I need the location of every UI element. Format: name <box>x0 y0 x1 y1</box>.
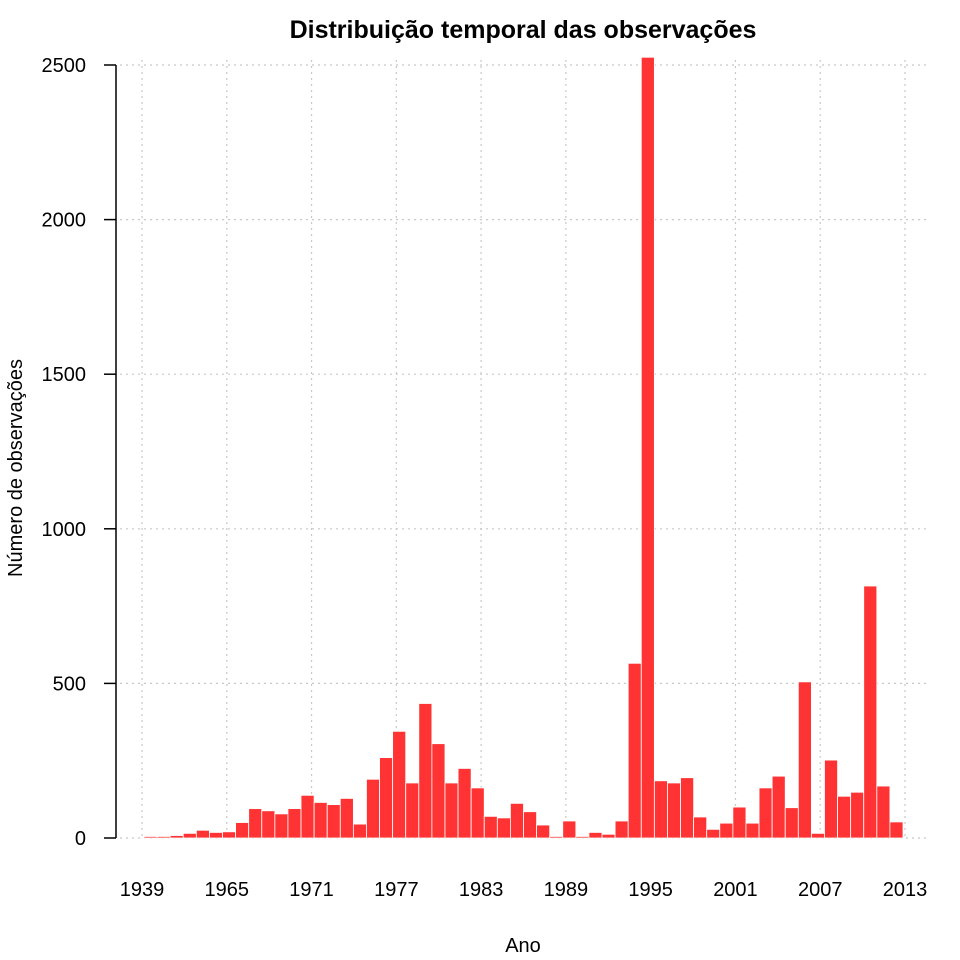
bar <box>379 757 394 839</box>
x-axis: 1939 1965 1971 1977 1983 1989 1995 2001 2007 2013 <box>120 879 928 901</box>
bar <box>797 681 812 839</box>
bar <box>274 813 289 839</box>
bar <box>352 823 367 839</box>
x-tick-label: 1989 <box>544 879 589 901</box>
bar <box>405 782 420 839</box>
bar <box>680 777 695 839</box>
bar <box>588 832 603 839</box>
bar <box>339 798 354 839</box>
bar <box>523 811 537 839</box>
bar <box>653 780 668 839</box>
bars <box>143 56 904 839</box>
bar <box>209 832 223 839</box>
x-tick-label: 1971 <box>289 879 334 901</box>
x-tick-label: 1983 <box>459 879 504 901</box>
bar <box>745 822 760 839</box>
x-tick-label: 2013 <box>883 879 928 901</box>
bar <box>667 782 681 839</box>
bar <box>876 785 891 839</box>
bar <box>837 795 852 839</box>
bar <box>536 824 551 839</box>
x-tick-label: 1939 <box>120 879 165 901</box>
bar <box>732 806 747 839</box>
y-tick-label: 2500 <box>42 55 87 77</box>
bar <box>195 829 210 839</box>
bar <box>143 836 158 839</box>
x-tick-label: 2001 <box>713 879 758 901</box>
x-tick-label: 1977 <box>374 879 419 901</box>
bar <box>457 768 472 839</box>
x-tick-label: 1995 <box>628 879 673 901</box>
bar <box>549 836 564 839</box>
bar <box>758 787 773 839</box>
bar <box>326 804 341 839</box>
bar <box>313 802 328 839</box>
x-tick-label: 2007 <box>798 879 843 901</box>
bar <box>719 822 734 839</box>
bar <box>640 56 655 839</box>
bar <box>614 820 629 839</box>
bar <box>366 778 380 839</box>
bar <box>431 743 446 839</box>
bar <box>850 791 865 839</box>
bar <box>261 810 276 839</box>
bar <box>601 833 616 839</box>
bar <box>706 828 721 839</box>
x-tick-label: 1965 <box>205 879 250 901</box>
bar <box>771 775 786 839</box>
bar <box>810 832 825 839</box>
bar <box>483 815 498 839</box>
bar <box>156 836 171 839</box>
bar <box>248 808 263 839</box>
bar <box>300 794 315 839</box>
bar <box>863 585 878 839</box>
chart-title: Distribuição temporal das observações <box>290 16 757 44</box>
bar <box>784 807 799 839</box>
y-axis: 0 500 1000 1500 2000 2500 <box>42 55 116 850</box>
bar <box>470 787 485 839</box>
bar <box>627 662 642 839</box>
bar <box>575 836 590 839</box>
y-tick-label: 500 <box>53 673 86 695</box>
bar <box>287 808 302 839</box>
bar <box>444 782 459 839</box>
bar <box>510 802 524 839</box>
bar <box>562 820 577 839</box>
bar <box>392 730 407 839</box>
bar <box>824 759 838 839</box>
bar <box>235 822 250 839</box>
bar <box>693 816 708 839</box>
bar <box>222 831 237 839</box>
y-tick-label: 1500 <box>42 364 87 386</box>
bar <box>496 817 511 839</box>
x-axis-label: Ano <box>505 935 541 957</box>
bar <box>169 835 184 839</box>
bar <box>418 703 433 839</box>
y-tick-label: 2000 <box>42 210 87 232</box>
y-tick-label: 1000 <box>42 519 87 541</box>
y-tick-label: 0 <box>75 828 86 850</box>
bar <box>889 821 904 839</box>
bar <box>182 832 197 839</box>
y-axis-label: Número de observações <box>5 359 27 577</box>
